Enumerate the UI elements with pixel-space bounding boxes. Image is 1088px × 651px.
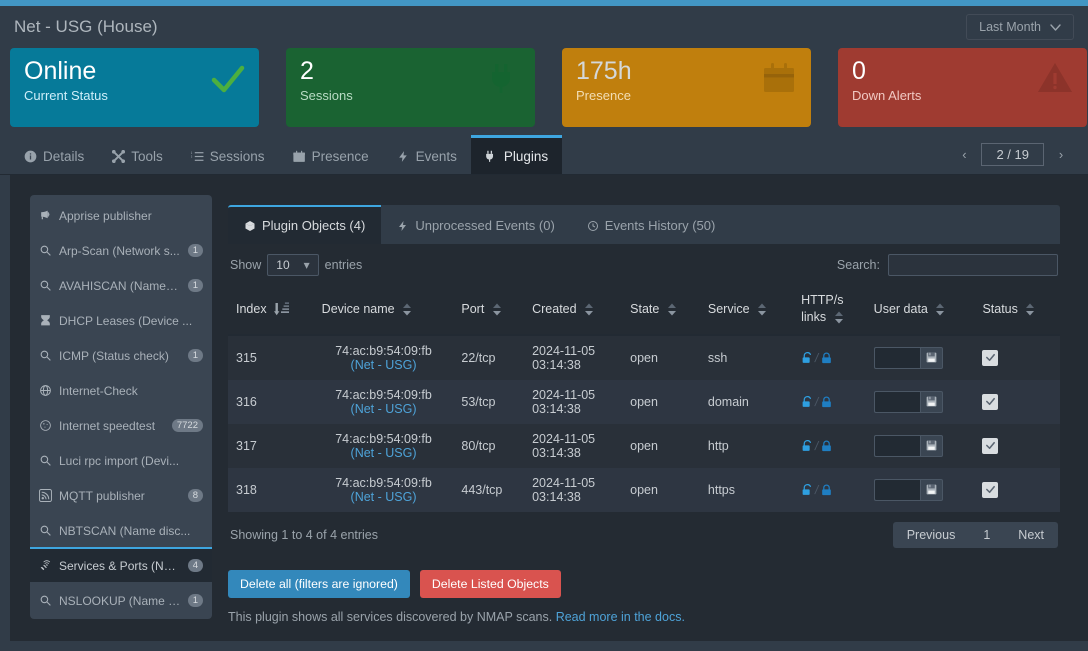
svg-text:1: 1 [191, 151, 192, 155]
svg-text:2: 2 [191, 155, 192, 159]
